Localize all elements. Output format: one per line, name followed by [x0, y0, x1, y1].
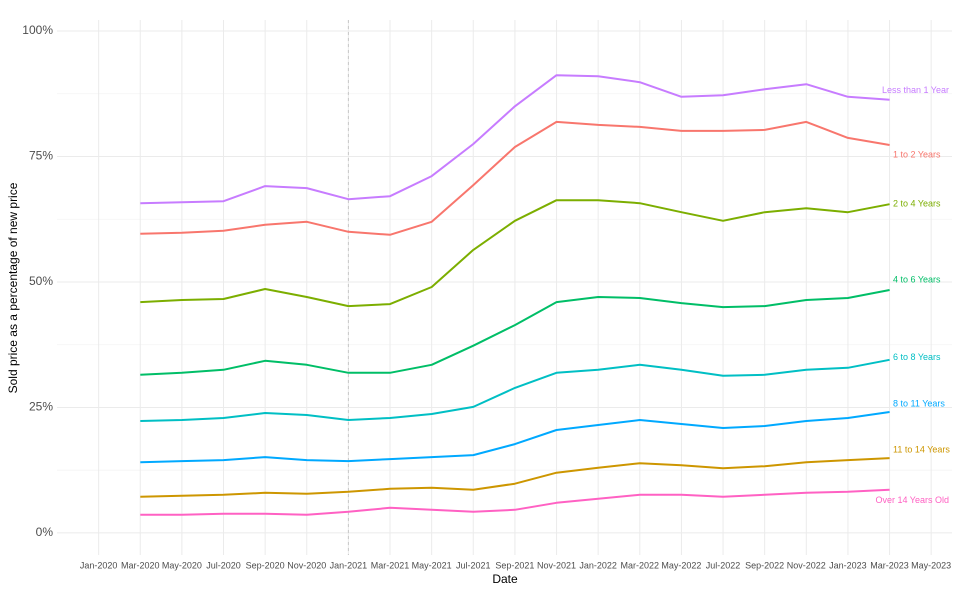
x-tick-label: Jan-2022: [579, 560, 617, 570]
y-tick-label: 75%: [29, 149, 53, 163]
x-tick-label: Sep-2020: [246, 560, 285, 570]
x-axis-label: Date: [492, 572, 518, 586]
series-label: 11 to 14 Years: [893, 445, 950, 455]
y-tick-label: 0%: [36, 525, 54, 539]
x-tick-label: Jul-2022: [706, 560, 741, 570]
x-tick-label: Mar-2020: [121, 560, 160, 570]
x-tick-label: Mar-2021: [371, 560, 410, 570]
x-tick-label: Sep-2022: [745, 560, 784, 570]
series-label: 8 to 11 Years: [893, 398, 945, 408]
series-label: 4 to 6 Years: [893, 274, 941, 284]
x-tick-label: May-2020: [162, 560, 202, 570]
series-label: Less than 1 Year: [882, 85, 949, 95]
x-tick-label: Jan-2021: [330, 560, 368, 570]
series-line: [140, 488, 890, 516]
x-tick-label: Nov-2022: [787, 560, 826, 570]
series-label: 2 to 4 Years: [893, 199, 941, 209]
x-tick-label: Nov-2020: [287, 560, 326, 570]
x-tick-label: Jul-2021: [456, 560, 491, 570]
x-tick-label: Mar-2022: [621, 560, 660, 570]
series-line: [140, 199, 890, 308]
x-tick-label: Sep-2021: [495, 560, 534, 570]
x-tick-label: Jan-2023: [829, 560, 867, 570]
y-axis-label: Sold price as a percentage of new price: [6, 182, 20, 393]
series-label: Over 14 Years Old: [875, 495, 949, 505]
y-tick-label: 100%: [22, 23, 53, 37]
y-tick-label: 25%: [29, 400, 53, 414]
x-tick-label: May-2023: [911, 560, 951, 570]
series-line: [140, 289, 890, 376]
series-label: 1 to 2 Years: [893, 149, 941, 159]
series-line: [140, 411, 890, 464]
x-tick-label: Nov-2021: [537, 560, 576, 570]
x-tick-label: Jan-2020: [80, 560, 118, 570]
x-tick-label: May-2021: [412, 560, 452, 570]
x-tick-label: Mar-2023: [870, 560, 909, 570]
series-line: [140, 457, 890, 498]
series-line: [140, 120, 890, 236]
series-line: [140, 74, 890, 205]
series-line: [140, 358, 890, 422]
series-label: 6 to 8 Years: [893, 352, 941, 362]
x-tick-label: May-2022: [661, 560, 701, 570]
y-tick-label: 50%: [29, 274, 53, 288]
x-tick-label: Jul-2020: [206, 560, 241, 570]
